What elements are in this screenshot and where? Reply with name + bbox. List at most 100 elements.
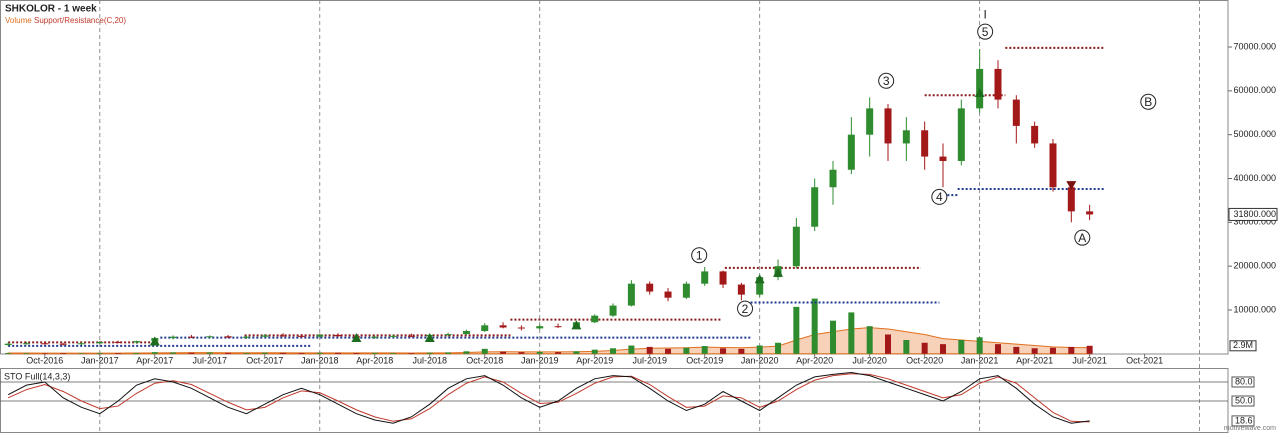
volume-bar <box>610 348 617 354</box>
candle-body <box>957 108 965 161</box>
volume-bar <box>994 344 1001 354</box>
x-tick-label: Jul-2018 <box>412 355 447 365</box>
x-tick-label: Apr-2019 <box>576 355 613 365</box>
stoch-title: STO Full(14,3,3) <box>4 371 70 381</box>
stoch-tick-label: 80.0 <box>1235 376 1253 386</box>
wave-label: 4 <box>936 190 943 204</box>
volume-bar <box>335 352 342 354</box>
signal-marker <box>754 274 765 284</box>
candle-body <box>187 336 195 338</box>
volume-bar <box>555 352 562 354</box>
volume-bar <box>701 346 708 354</box>
candle-body <box>719 271 727 285</box>
candle-body <box>279 335 287 337</box>
x-tick-label: Oct-2018 <box>466 355 503 365</box>
legend-volume: Volume <box>5 16 32 25</box>
candle-body <box>4 343 12 346</box>
volume-bar <box>591 349 598 354</box>
volume-bar <box>133 352 140 354</box>
volume-tag-box <box>1229 340 1257 352</box>
stoch-tick-label: 50.0 <box>1235 395 1253 405</box>
stoch-tick-box <box>1231 395 1255 407</box>
volume-bar <box>958 340 965 354</box>
volume-bar <box>1031 348 1038 354</box>
volume-bar <box>793 306 800 354</box>
volume-bar <box>536 351 543 354</box>
volume-bar <box>298 352 305 354</box>
volume-bar <box>775 342 782 354</box>
volume-bar <box>23 353 30 354</box>
candle-body <box>994 68 1002 100</box>
wave-circle <box>878 72 895 89</box>
candle-body <box>224 336 232 338</box>
volume-bar <box>665 348 672 354</box>
volume-bar <box>683 347 690 354</box>
candle-body <box>462 331 470 335</box>
candle-body <box>169 336 177 339</box>
volume-bar <box>188 352 195 354</box>
volume-bar <box>445 352 452 354</box>
x-tick-label: Oct-2020 <box>906 355 943 365</box>
volume-bar <box>939 344 946 354</box>
candle-body <box>902 130 910 144</box>
volume-bar <box>738 348 745 354</box>
wave-circle <box>737 300 754 317</box>
candle-body <box>701 271 709 284</box>
candle-body <box>591 315 599 323</box>
volume-bar <box>866 326 873 354</box>
wave-circle <box>1140 93 1157 110</box>
candle-body <box>609 305 617 316</box>
y-tick-label: 20000.000 <box>1233 261 1276 271</box>
volume-bar <box>500 351 507 354</box>
volume-bar <box>426 352 433 354</box>
y-tick-label: 40000.000 <box>1233 173 1276 183</box>
x-tick-label: Jul-2019 <box>632 355 667 365</box>
x-tick-label: Jan-2018 <box>301 355 339 365</box>
x-tick-label: Apr-2018 <box>356 355 393 365</box>
candle-body <box>96 341 104 344</box>
candle-body <box>41 343 49 345</box>
volume-bar <box>573 351 580 354</box>
volume-bar <box>1049 347 1056 354</box>
volume-bar <box>390 352 397 354</box>
candle-body <box>737 284 745 295</box>
x-tick-label: Apr-2017 <box>136 355 173 365</box>
wave-label: 3 <box>883 74 890 88</box>
candle-body <box>444 334 452 336</box>
y-tick-label: 10000.000 <box>1233 304 1276 314</box>
volume-bar <box>60 353 67 354</box>
volume-bar <box>885 334 892 354</box>
candle-body <box>1067 187 1075 212</box>
candle-body <box>1086 211 1094 215</box>
volume-bar <box>408 353 415 354</box>
candle-body <box>646 283 654 292</box>
stoch-tick-box <box>1231 376 1255 388</box>
volume-bar <box>518 352 525 354</box>
price-tag: 31800.000 <box>1233 209 1276 219</box>
x-tick-label: Jul-2020 <box>852 355 887 365</box>
candle-body <box>792 226 800 267</box>
y-tick-label: 50000.000 <box>1233 129 1276 139</box>
volume-bar <box>903 340 910 354</box>
volume-average <box>7 327 1091 355</box>
signal-marker <box>424 333 435 343</box>
candle-body <box>811 187 819 227</box>
volume-bar <box>463 351 470 354</box>
x-tick-label: Oct-2019 <box>686 355 723 365</box>
candle-body <box>132 341 140 343</box>
candle-body <box>627 283 635 306</box>
volume-bar <box>206 352 213 354</box>
volume-bar <box>976 337 983 354</box>
volume-bar <box>5 352 12 354</box>
stoch-d <box>7 373 1090 423</box>
volume-bar <box>280 352 287 354</box>
candle-body <box>536 326 544 329</box>
candle-body <box>1031 125 1039 144</box>
volume-bar <box>151 352 158 354</box>
x-tick-label: Apr-2021 <box>1016 355 1053 365</box>
stoch-tag: 18.6 <box>1235 415 1253 425</box>
legend-sr: Support/Resistance(C,20) <box>34 16 126 25</box>
candle-body <box>371 336 379 338</box>
candle-body <box>22 343 30 345</box>
